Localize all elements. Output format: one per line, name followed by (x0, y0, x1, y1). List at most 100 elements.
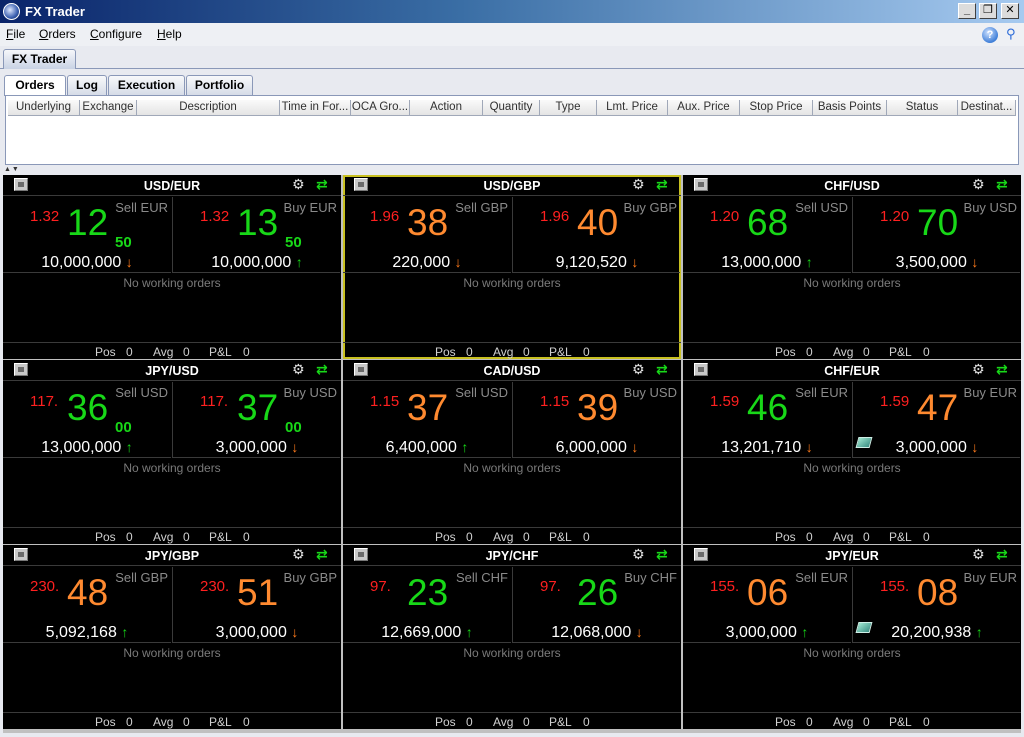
close-button[interactable]: ✕ (1001, 3, 1019, 19)
sell-panel[interactable]: Sell GBP 1.96 38 220,000 ↓ (343, 197, 511, 273)
minimize-button[interactable]: _ (958, 3, 976, 19)
column-header[interactable]: Exchange (80, 100, 137, 116)
column-header[interactable]: OCA Gro... (351, 100, 410, 116)
fractional-pips: 00 (115, 419, 132, 436)
currency-tile[interactable]: USD/EUR ⚙ ⇄ Sell EUR 1.32 12 50 10,000,0… (3, 175, 341, 359)
swap-icon[interactable]: ⇄ (656, 361, 668, 377)
orders-table[interactable]: Underlying Exchange Description Time in … (5, 95, 1019, 165)
splitter[interactable] (0, 165, 1024, 175)
buy-panel[interactable]: Buy EUR 155. 08 20,200,938 ↑ (852, 567, 1020, 643)
currency-tile[interactable]: CHF/EUR ⚙ ⇄ Sell EUR 1.59 46 13,201,710 … (683, 360, 1021, 544)
swap-icon[interactable]: ⇄ (996, 176, 1008, 192)
tile-menu-icon[interactable] (354, 363, 368, 376)
tab-portfolio[interactable]: Portfolio (186, 75, 253, 95)
menu-help[interactable]: Help (157, 27, 182, 41)
buy-panel[interactable]: Buy EUR 1.32 13 50 10,000,000 ↑ (172, 197, 340, 273)
settings-icon[interactable]: ⚙ (632, 546, 645, 562)
swap-icon[interactable]: ⇄ (316, 546, 328, 562)
tile-menu-icon[interactable] (14, 548, 28, 561)
swap-icon[interactable]: ⇄ (316, 361, 328, 377)
swap-icon[interactable]: ⇄ (656, 546, 668, 562)
tab-orders[interactable]: Orders (4, 75, 66, 96)
sell-panel[interactable]: Sell USD 117. 36 00 13,000,000 ↑ (3, 382, 171, 458)
settings-icon[interactable]: ⚙ (632, 361, 645, 377)
currency-tile[interactable]: JPY/USD ⚙ ⇄ Sell USD 117. 36 00 13,000,0… (3, 360, 341, 544)
column-header[interactable]: Status (887, 100, 958, 116)
buy-panel[interactable]: Buy GBP 230. 51 3,000,000 ↓ (172, 567, 340, 643)
restore-button[interactable]: ❐ (979, 3, 997, 19)
tile-menu-icon[interactable] (694, 178, 708, 191)
sell-panel[interactable]: Sell EUR 155. 06 3,000,000 ↑ (683, 567, 851, 643)
column-header[interactable]: Type (540, 100, 597, 116)
sell-panel[interactable]: Sell CHF 97. 23 12,669,000 ↑ (343, 567, 511, 643)
tab-log[interactable]: Log (67, 75, 107, 95)
help-icon[interactable]: ? (982, 27, 998, 43)
settings-icon[interactable]: ⚙ (972, 361, 985, 377)
buy-label: Buy USD (283, 385, 337, 400)
buy-panel[interactable]: Buy EUR 1.59 47 3,000,000 ↓ (852, 382, 1020, 458)
tile-menu-icon[interactable] (354, 178, 368, 191)
arrow-down-icon: ↓ (631, 439, 639, 455)
menu-orders[interactable]: Orders (39, 27, 76, 41)
column-header[interactable]: Destinat... (958, 100, 1016, 116)
tile-menu-icon[interactable] (14, 363, 28, 376)
buy-panel[interactable]: Buy USD 1.15 39 6,000,000 ↓ (512, 382, 680, 458)
sell-panel[interactable]: Sell EUR 1.32 12 50 10,000,000 ↓ (3, 197, 171, 273)
currency-tile[interactable]: CHF/USD ⚙ ⇄ Sell USD 1.20 68 13,000,000 … (683, 175, 1021, 359)
splitter-arrows-icon[interactable]: ▲▼ (4, 166, 20, 173)
tile-menu-icon[interactable] (14, 178, 28, 191)
currency-tile[interactable]: JPY/EUR ⚙ ⇄ Sell EUR 155. 06 3,000,000 ↑… (683, 545, 1021, 729)
column-header[interactable]: Aux. Price (668, 100, 740, 116)
menu-configure[interactable]: Configure (90, 27, 143, 41)
swap-icon[interactable]: ⇄ (996, 361, 1008, 377)
settings-icon[interactable]: ⚙ (292, 176, 305, 192)
arrow-down-icon: ↓ (454, 254, 462, 270)
window-title: FX Trader (25, 4, 85, 19)
column-header[interactable]: Lmt. Price (597, 100, 668, 116)
buy-panel[interactable]: Buy USD 117. 37 00 3,000,000 ↓ (172, 382, 340, 458)
swap-icon[interactable]: ⇄ (996, 546, 1008, 562)
column-header[interactable]: Time in For... (280, 100, 351, 116)
tile-menu-icon[interactable] (694, 548, 708, 561)
column-header[interactable]: Quantity (483, 100, 540, 116)
tile-menu-icon[interactable] (354, 548, 368, 561)
pnl-value: 0 (583, 715, 590, 729)
settings-icon[interactable]: ⚙ (292, 361, 305, 377)
size-value: 13,201,710 ↓ (721, 439, 813, 456)
settings-icon[interactable]: ⚙ (632, 176, 645, 192)
tab-fx-trader[interactable]: FX Trader (3, 49, 76, 69)
buy-panel[interactable]: Buy CHF 97. 26 12,068,000 ↓ (512, 567, 680, 643)
big-figure: 1.20 (710, 208, 740, 225)
column-header[interactable]: Stop Price (740, 100, 813, 116)
big-figure: 1.20 (880, 208, 910, 225)
swap-icon[interactable]: ⇄ (316, 176, 328, 192)
sell-panel[interactable]: Sell USD 1.20 68 13,000,000 ↑ (683, 197, 851, 273)
sell-panel[interactable]: Sell USD 1.15 37 6,400,000 ↑ (343, 382, 511, 458)
pin-icon[interactable]: ⚲ (1006, 26, 1016, 41)
column-header[interactable]: Action (410, 100, 483, 116)
pos-value: 0 (466, 345, 473, 359)
pnl-label: P&L (549, 530, 572, 544)
pips: 48 (67, 572, 109, 613)
swap-icon[interactable]: ⇄ (656, 176, 668, 192)
sell-panel[interactable]: Sell EUR 1.59 46 13,201,710 ↓ (683, 382, 851, 458)
tile-menu-icon[interactable] (694, 363, 708, 376)
settings-icon[interactable]: ⚙ (972, 176, 985, 192)
column-header[interactable]: Basis Points (813, 100, 887, 116)
currency-tile[interactable]: USD/GBP ⚙ ⇄ Sell GBP 1.96 38 220,000 ↓ B… (343, 175, 681, 359)
settings-icon[interactable]: ⚙ (972, 546, 985, 562)
currency-tile[interactable]: JPY/GBP ⚙ ⇄ Sell GBP 230. 48 5,092,168 ↑… (3, 545, 341, 729)
menu-file[interactable]: File (6, 27, 26, 41)
buy-panel[interactable]: Buy GBP 1.96 40 9,120,520 ↓ (512, 197, 680, 273)
column-header[interactable]: Underlying (8, 100, 80, 116)
sell-panel[interactable]: Sell GBP 230. 48 5,092,168 ↑ (3, 567, 171, 643)
pos-value: 0 (126, 530, 133, 544)
settings-icon[interactable]: ⚙ (292, 546, 305, 562)
currency-tile[interactable]: JPY/CHF ⚙ ⇄ Sell CHF 97. 23 12,669,000 ↑… (343, 545, 681, 729)
pips: 06 (747, 572, 789, 613)
tab-execution[interactable]: Execution (108, 75, 185, 95)
currency-tile[interactable]: CAD/USD ⚙ ⇄ Sell USD 1.15 37 6,400,000 ↑… (343, 360, 681, 544)
column-header[interactable]: Description (137, 100, 280, 116)
buy-panel[interactable]: Buy USD 1.20 70 3,500,000 ↓ (852, 197, 1020, 273)
pos-label: Pos (95, 530, 116, 544)
